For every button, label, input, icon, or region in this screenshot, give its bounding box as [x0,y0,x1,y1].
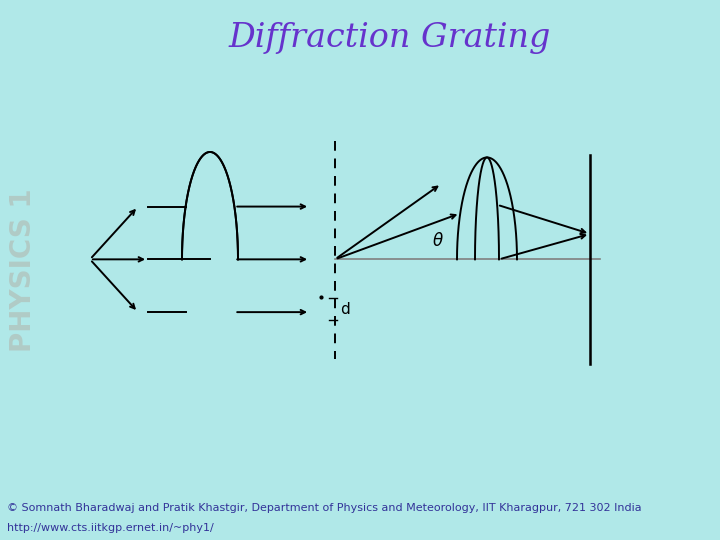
Text: © Somnath Bharadwaj and Pratik Khastgir, Department of Physics and Meteorology, : © Somnath Bharadwaj and Pratik Khastgir,… [7,503,642,514]
Text: http://www.cts.iitkgp.ernet.in/~phy1/: http://www.cts.iitkgp.ernet.in/~phy1/ [7,523,214,533]
Text: θ: θ [433,232,443,250]
Text: PHYSICS 1: PHYSICS 1 [9,188,37,352]
Text: Diffraction Grating: Diffraction Grating [229,22,552,54]
Text: d: d [340,302,350,317]
